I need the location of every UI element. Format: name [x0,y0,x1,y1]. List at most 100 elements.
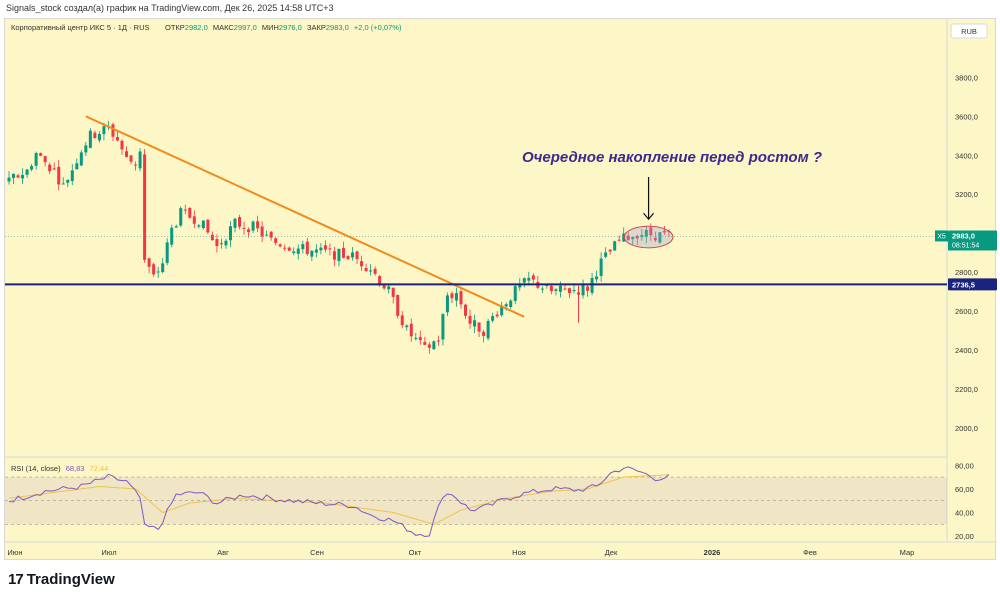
candle-body [563,288,567,290]
candle-body [613,241,617,251]
candle-body [7,177,11,182]
time-tick-label: 2026 [704,548,721,557]
chart-credit: Signals_stock создал(а) график на Tradin… [6,3,334,13]
candle-body [522,278,526,283]
candle-body [319,247,323,251]
open-value: 2982,0 [185,23,208,32]
legend-title: Корпоративный центр ИКС 5 · 1Д · RUS [11,23,150,32]
candle-body [61,183,65,185]
annotation-text[interactable]: Очередное накопление перед ростом ? [522,149,822,166]
candle-body [57,166,61,185]
price-tick-label: 3400,0 [955,151,978,160]
candle-body [586,286,590,291]
candle-body [378,276,382,285]
last-price-value: 2983,0 [952,231,975,240]
candle-body [464,304,468,316]
candle-body [256,221,260,229]
candle-body [197,225,201,227]
rsi-pane [5,466,947,538]
candle-body [409,323,413,337]
tradingview-logo[interactable]: 17 TradingView [8,571,115,588]
close-value: 2983,0 [326,23,349,32]
change-value: +2,0 (+0,07%) [354,23,402,32]
rsi-tick-label: 40,00 [955,508,974,517]
candle-body [622,233,626,242]
rsi-legend: RSI (14, close) 68,83 72,44 [11,464,108,473]
symbol-tag [935,230,948,242]
trendline[interactable] [85,115,525,318]
candle-body [120,140,124,150]
candle-body [445,295,449,313]
candle-body [43,156,47,163]
candle-body [482,331,486,337]
candle-body [436,340,440,342]
candle-body [454,293,458,301]
candle-body [504,304,508,307]
candle-body [423,341,427,345]
currency-badge-label: RUB [961,27,977,36]
currency-badge[interactable] [950,23,988,39]
candle-body [115,136,119,141]
rsi-axis[interactable]: 20,00 40,00 60,00 80,00 [955,461,974,541]
candle-body [405,325,409,328]
candle-body [328,248,332,250]
tradingview-brand: TradingView [26,571,115,588]
candle-body [341,247,345,258]
candle-body [346,256,350,260]
candle-body [97,133,101,141]
candle-body [599,258,603,276]
bar-countdown: 08:51:54 [952,242,979,249]
price-tick-label: 2800,0 [955,268,978,277]
candle-body [540,288,544,290]
candle-body [314,249,318,253]
candle-body [242,227,246,229]
candle-body [265,234,269,236]
chart-panel[interactable]: Корпоративный центр ИКС 5 · 1Д · RUS ОТК… [4,18,997,561]
price-tick-label: 3200,0 [955,190,978,199]
candle-body [477,322,481,332]
candle-body [310,250,314,257]
rsi-line [8,466,670,538]
candle-body [396,294,400,316]
candle-body [174,226,178,228]
candle-body [450,293,454,299]
candle-body [34,153,38,166]
candle-body [79,152,83,166]
candle-body [12,173,16,178]
rsi-ma-value: 72,44 [90,464,109,473]
candle-body [25,169,29,175]
candle-body [531,275,535,280]
time-tick-label: Фев [803,548,817,557]
candle-body [247,229,251,233]
legend-ohlc: ОТКР2982,0 МАКС2997,0 МИН2976,0 ЗАКР2983… [165,23,402,32]
drawings[interactable]: X5 2983,0 08:51:54 2736,5 [5,115,997,318]
price-axis[interactable]: 2000,0 2200,0 2400,0 2600,0 2800,0 3200,0 3400… [955,73,978,432]
candle-body [608,249,612,252]
candle-body [626,235,630,241]
candle-body [382,283,386,289]
candle-body [658,232,662,243]
candle-body [16,175,20,178]
time-axis[interactable]: Июн Июл Авг Сен Окт Ноя Дек 2026 Фев Мар [7,548,914,557]
candle-body [287,247,291,251]
candle-body [52,168,56,170]
candle-body [111,124,115,137]
candle-body [572,290,576,292]
candle-body [355,251,359,259]
time-tick-label: Мар [900,548,915,557]
candle-body [278,244,282,247]
candle-body [161,263,165,273]
last-price-tag [948,230,997,251]
candle-body [581,284,585,296]
candle-body [152,264,156,275]
candle-body [30,166,34,170]
candle-body [201,220,205,229]
price-chart[interactable]: Корпоративный центр ИКС 5 · 1Д · RUS ОТК… [5,19,997,561]
candle-body [549,285,553,292]
consolidation-ellipse[interactable] [623,225,674,249]
candle-body [558,285,562,292]
candle-body [373,268,377,274]
time-tick-label: Сен [310,548,324,557]
candle-body [210,234,214,241]
candle-body [301,244,305,250]
